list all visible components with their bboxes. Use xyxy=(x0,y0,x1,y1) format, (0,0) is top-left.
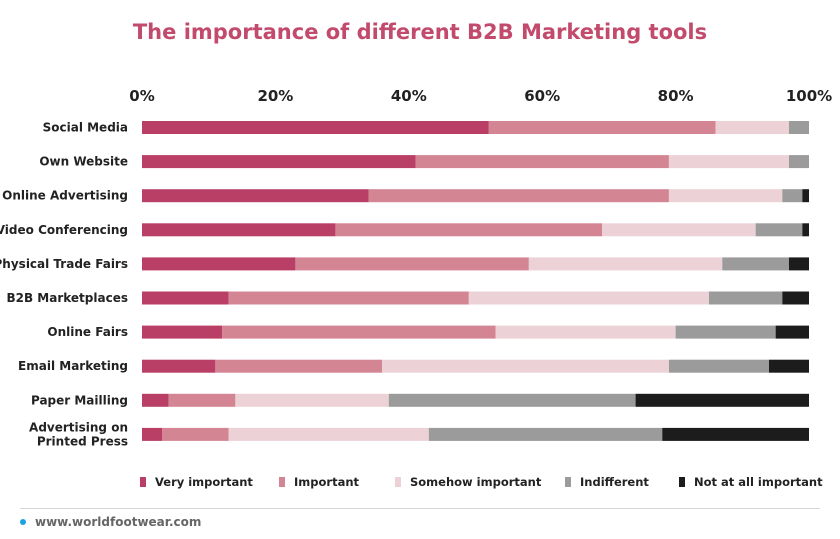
x-tick-label: 40% xyxy=(391,87,427,105)
bar-segment xyxy=(708,291,783,305)
bar-segment xyxy=(162,427,229,441)
bar-segment xyxy=(782,291,809,305)
bar-segment xyxy=(715,121,789,134)
category-labels: Social Media Own Website Online Advertisin… xyxy=(0,121,128,449)
category-label: Advertising on Printed Press xyxy=(29,420,128,448)
bar-segment xyxy=(802,189,809,203)
bar-segment xyxy=(368,189,669,203)
bar-segment xyxy=(668,189,783,203)
category-label: Online Advertising xyxy=(2,189,128,203)
bar-segment xyxy=(142,291,229,305)
bar-segment xyxy=(228,291,469,305)
category-label: Own Website xyxy=(39,155,128,169)
bar-segment xyxy=(142,427,163,441)
footer-divider xyxy=(20,508,820,509)
bar-segment xyxy=(788,155,809,169)
category-label: Online Fairs xyxy=(47,325,128,339)
legend-swatch xyxy=(140,477,146,487)
x-axis-ticks: 0% 20% 40% 60% 80% 100% xyxy=(129,87,832,105)
category-label: B2B Marketplaces xyxy=(6,291,128,305)
bar-segment xyxy=(635,393,809,407)
bar-segment xyxy=(788,121,809,134)
bullet-dot-icon xyxy=(20,519,26,525)
bar-segment xyxy=(295,257,529,271)
bar-segment xyxy=(468,291,709,305)
bar-segment xyxy=(142,189,369,203)
legend-swatch xyxy=(395,477,401,487)
stacked-bar-chart: 0% 20% 40% 60% 80% 100% Social Media Own Websi… xyxy=(0,87,832,489)
x-tick-label: 100% xyxy=(786,87,832,105)
x-tick-label: 20% xyxy=(257,87,293,105)
x-tick-label: 80% xyxy=(658,87,694,105)
bar-segment xyxy=(388,393,636,407)
category-label: Email Marketing xyxy=(18,359,128,373)
bar-segment xyxy=(802,223,809,237)
bar-segment xyxy=(722,257,789,271)
bar-segment xyxy=(222,325,496,339)
category-label: Social Media xyxy=(43,121,128,135)
bar-segment xyxy=(235,393,389,407)
bar-segment xyxy=(602,223,756,237)
legend-swatch xyxy=(679,477,685,487)
category-label: Paper Mailling xyxy=(31,393,128,407)
bar-segment xyxy=(142,223,336,237)
legend-label: Not at all important xyxy=(694,475,823,489)
bar-segment xyxy=(382,359,669,373)
bar-segment xyxy=(668,359,769,373)
bar-segment xyxy=(142,155,416,169)
bar-segment xyxy=(675,325,776,339)
bar-segment xyxy=(415,155,669,169)
legend-label: Indifferent xyxy=(580,475,649,489)
bar-segment xyxy=(662,427,809,441)
bar-segment xyxy=(788,257,809,271)
bar-segment xyxy=(142,121,489,134)
bar-segment xyxy=(782,189,803,203)
legend: Very important Important Somehow important… xyxy=(140,475,823,489)
bar-segment xyxy=(142,325,223,339)
bar-segment xyxy=(775,325,809,339)
chart-title: The importance of different B2B Marketin… xyxy=(132,20,708,44)
category-label: Physical Trade Fairs xyxy=(0,257,128,271)
bar-segments xyxy=(142,121,809,441)
x-tick-label: 60% xyxy=(524,87,560,105)
bar-segment xyxy=(142,257,296,271)
category-label: Video Conferencing xyxy=(0,223,128,237)
legend-label: Somehow important xyxy=(410,475,542,489)
bar-segment xyxy=(755,223,803,237)
x-tick-label: 0% xyxy=(129,87,154,105)
legend-swatch xyxy=(565,477,571,487)
bar-segment xyxy=(168,393,236,407)
bar-segment xyxy=(142,393,169,407)
bar-segment xyxy=(428,427,663,441)
bar-segment xyxy=(768,359,809,373)
legend-label: Important xyxy=(294,475,360,489)
source-text: www.worldfootwear.com xyxy=(35,515,202,529)
legend-label: Very important xyxy=(155,475,253,489)
bar-segment xyxy=(335,223,603,237)
bar-segment xyxy=(488,121,716,134)
source-credit: www.worldfootwear.com xyxy=(20,515,201,529)
bar-segment xyxy=(528,257,723,271)
bar-segment xyxy=(668,155,789,169)
legend-swatch xyxy=(279,477,285,487)
bar-segment xyxy=(215,359,383,373)
bar-segment xyxy=(228,427,429,441)
bar-segment xyxy=(495,325,676,339)
bar-segment xyxy=(142,359,216,373)
